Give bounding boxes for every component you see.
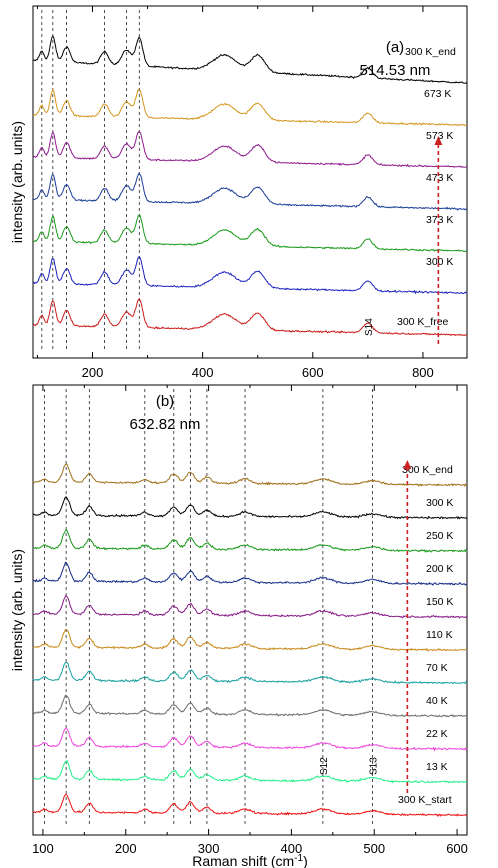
x-tick-label: 200	[115, 841, 137, 856]
series-label: 110 K	[426, 629, 453, 641]
x-tick-label: 500	[363, 841, 385, 856]
series-label: 300 K_free	[397, 316, 449, 328]
x-tick-label: 400	[281, 841, 303, 856]
series-label: 150 K	[426, 596, 453, 608]
spectrum-line-7	[32, 694, 468, 718]
series-label: 40 K	[426, 695, 448, 707]
spectrum-line-0	[32, 463, 468, 487]
spectrum-line-4	[32, 595, 468, 619]
series-label: 473 K	[426, 172, 453, 184]
plot-frame	[32, 5, 468, 359]
spectrum-line-3	[32, 172, 468, 211]
spectrum-line-3	[32, 561, 468, 586]
x-tick-label: 800	[412, 365, 434, 380]
plot-frame	[32, 384, 468, 836]
panel-label: (b)	[156, 393, 174, 410]
series-label: 22 K	[426, 728, 448, 740]
series-label: 373 K	[426, 214, 453, 226]
spectrum-line-4	[32, 214, 468, 253]
spectrum-line-2	[32, 528, 468, 553]
spectrum-line-8	[32, 727, 468, 752]
series-label: 200 K	[426, 563, 453, 575]
x-tick-label: 200	[82, 365, 104, 380]
trend-arrow-head	[403, 460, 412, 469]
series-label: 300 K_end	[402, 464, 453, 476]
panel-label: (a)	[386, 39, 404, 56]
series-label: 300 K_start	[398, 794, 452, 806]
y-axis-label: intensity (arb. units)	[9, 121, 25, 243]
spectrum-line-0	[32, 35, 468, 85]
peak-annotation: S13	[369, 757, 380, 775]
spectrum-line-6	[32, 662, 468, 685]
x-tick-label: 100	[32, 841, 54, 856]
panel-b: 300 K_end 300 K 250 K 200 K 150 K 110 K 70 K 40…	[9, 384, 468, 868]
wavelength-label: 632.82 nm	[130, 416, 201, 433]
spectrum-line-10	[32, 794, 468, 817]
x-axis-label: Raman shift (cm-1)	[192, 853, 308, 868]
peak-annotation: S14	[364, 318, 375, 336]
series-label: 300 K	[426, 497, 453, 509]
spectrum-line-2	[32, 131, 468, 168]
series-label: 673 K	[424, 88, 451, 100]
panel-a: 300 K_end 673 K 573 K 473 K 373 K 300 K 300 K_…	[9, 5, 468, 380]
spectrum-line-1	[32, 496, 468, 520]
series-label: 300 K_end	[405, 46, 456, 58]
trend-arrow-head	[434, 136, 443, 145]
spectrum-line-5	[32, 629, 468, 652]
series-label: 70 K	[426, 662, 448, 674]
x-tick-label: 400	[192, 365, 214, 380]
spectrum-line-1	[32, 88, 467, 127]
series-label: 300 K	[426, 256, 453, 268]
series-label: 13 K	[426, 761, 448, 773]
wavelength-label: 514.53 nm	[360, 62, 431, 79]
spectrum-line-9	[33, 759, 468, 784]
spectrum-line-6	[32, 298, 468, 337]
x-tick-label: 300	[198, 841, 220, 856]
y-axis-label: intensity (arb. units)	[9, 549, 25, 671]
peak-annotation: S12	[319, 757, 330, 775]
spectrum-line-5	[32, 256, 468, 295]
x-tick-label: 600	[302, 365, 324, 380]
series-label: 573 K	[426, 130, 453, 142]
x-tick-label: 600	[446, 841, 468, 856]
series-label: 250 K	[426, 530, 453, 542]
